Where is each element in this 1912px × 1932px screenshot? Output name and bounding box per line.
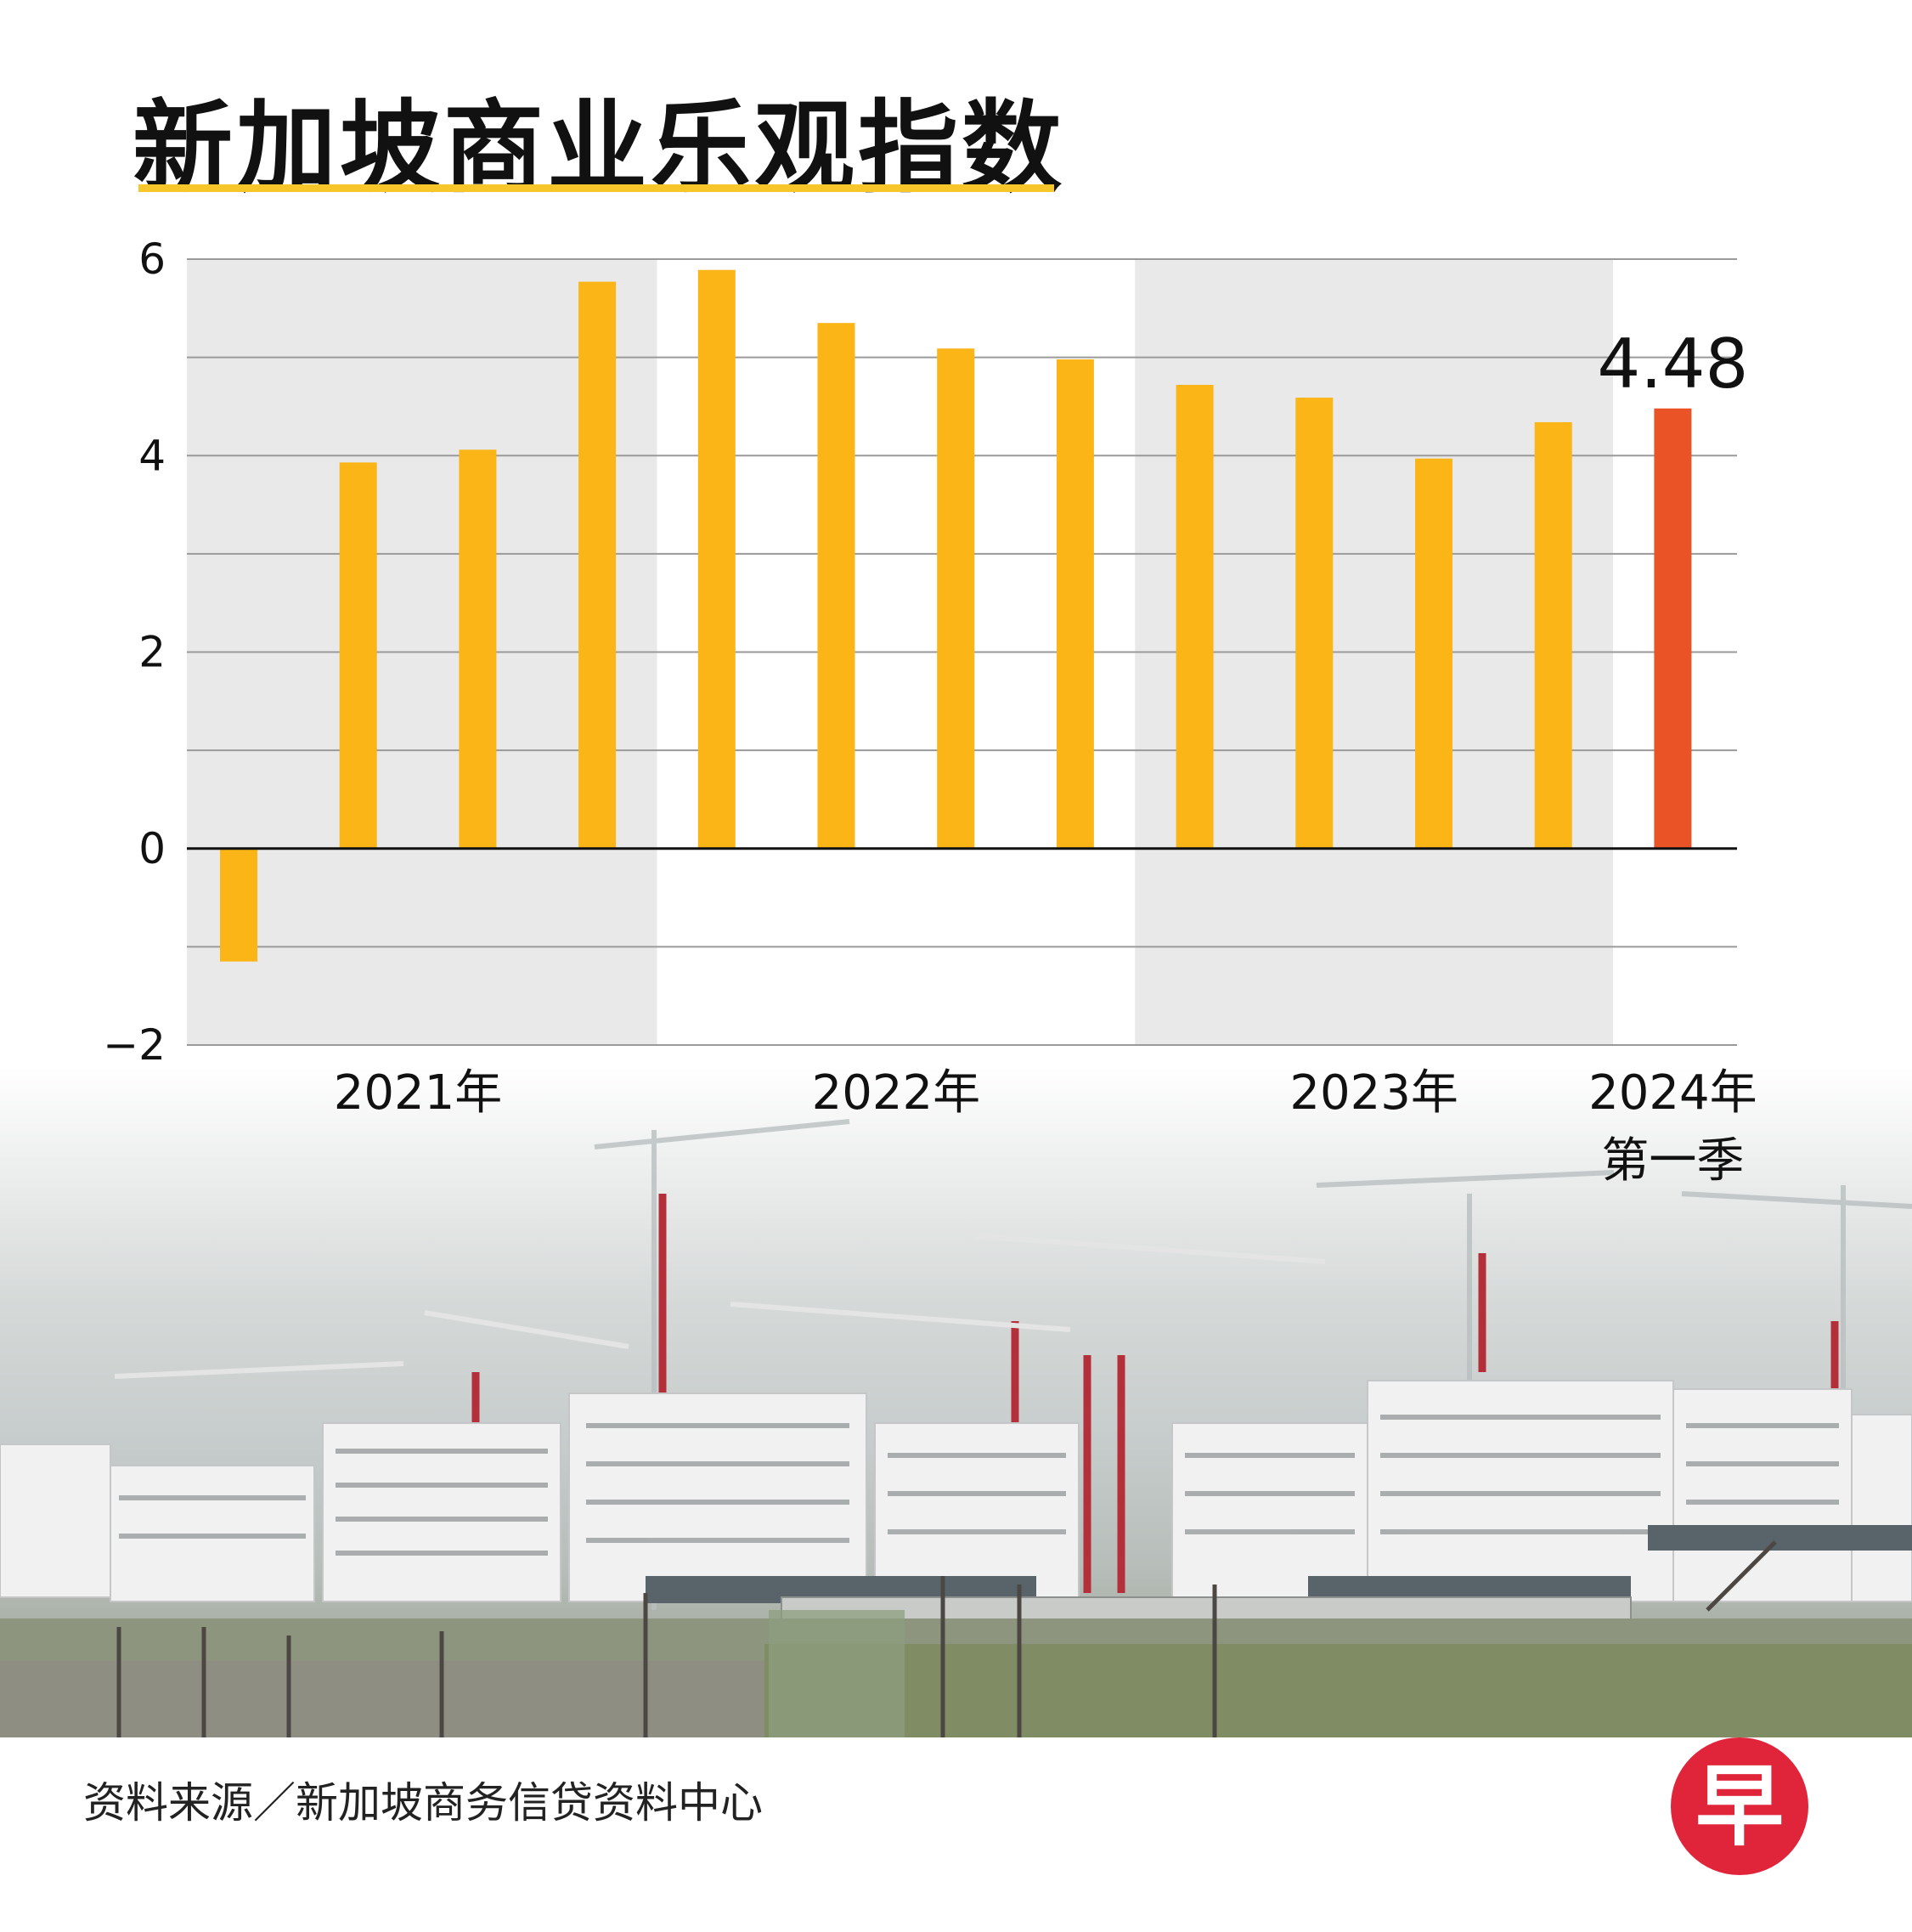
title-underline xyxy=(138,184,1054,192)
bar-2022-q2 xyxy=(817,323,855,849)
bar-2022-q3 xyxy=(937,348,975,849)
bar-2021-q4 xyxy=(578,281,617,849)
logo-glyph: 早 xyxy=(1695,1754,1784,1858)
bar-2021-q3 xyxy=(459,449,497,849)
y-tick-label: 0 xyxy=(138,824,166,873)
bar-2023-q1 xyxy=(1176,385,1214,849)
y-tick-label: −2 xyxy=(103,1020,166,1070)
bars xyxy=(220,269,1692,962)
x-year-label: 2024年 xyxy=(1588,1065,1757,1121)
x-year-label: 2022年 xyxy=(812,1065,981,1121)
scene-illustration xyxy=(0,1119,1912,1737)
zaobao-logo: 早 xyxy=(1671,1737,1808,1875)
bar-2024-q1 xyxy=(1654,408,1692,849)
bar-2023-q4 xyxy=(1534,421,1572,849)
y-tick-label: 6 xyxy=(138,234,166,284)
data-label-latest: 4.48 xyxy=(1597,325,1748,404)
y-axis-ticks: 6 4 2 0 −2 xyxy=(103,234,166,1070)
x-year-sublabel: 第一季 xyxy=(1601,1133,1744,1189)
bar-2021-q1 xyxy=(220,848,257,962)
x-year-label: 2021年 xyxy=(334,1065,503,1121)
y-tick-label: 2 xyxy=(138,628,166,677)
bar-2023-q2 xyxy=(1295,398,1334,849)
source-note: 资料来源／新加坡商务信贷资料中心 xyxy=(83,1778,763,1827)
bar-2023-q3 xyxy=(1415,458,1452,849)
x-year-label: 2023年 xyxy=(1289,1065,1458,1121)
bar-2022-q1 xyxy=(697,269,736,849)
construction-site-photo xyxy=(0,1066,1912,1737)
bar-2022-q4 xyxy=(1056,359,1094,849)
y-tick-label: 4 xyxy=(138,431,166,480)
bar-2021-q2 xyxy=(339,462,377,849)
